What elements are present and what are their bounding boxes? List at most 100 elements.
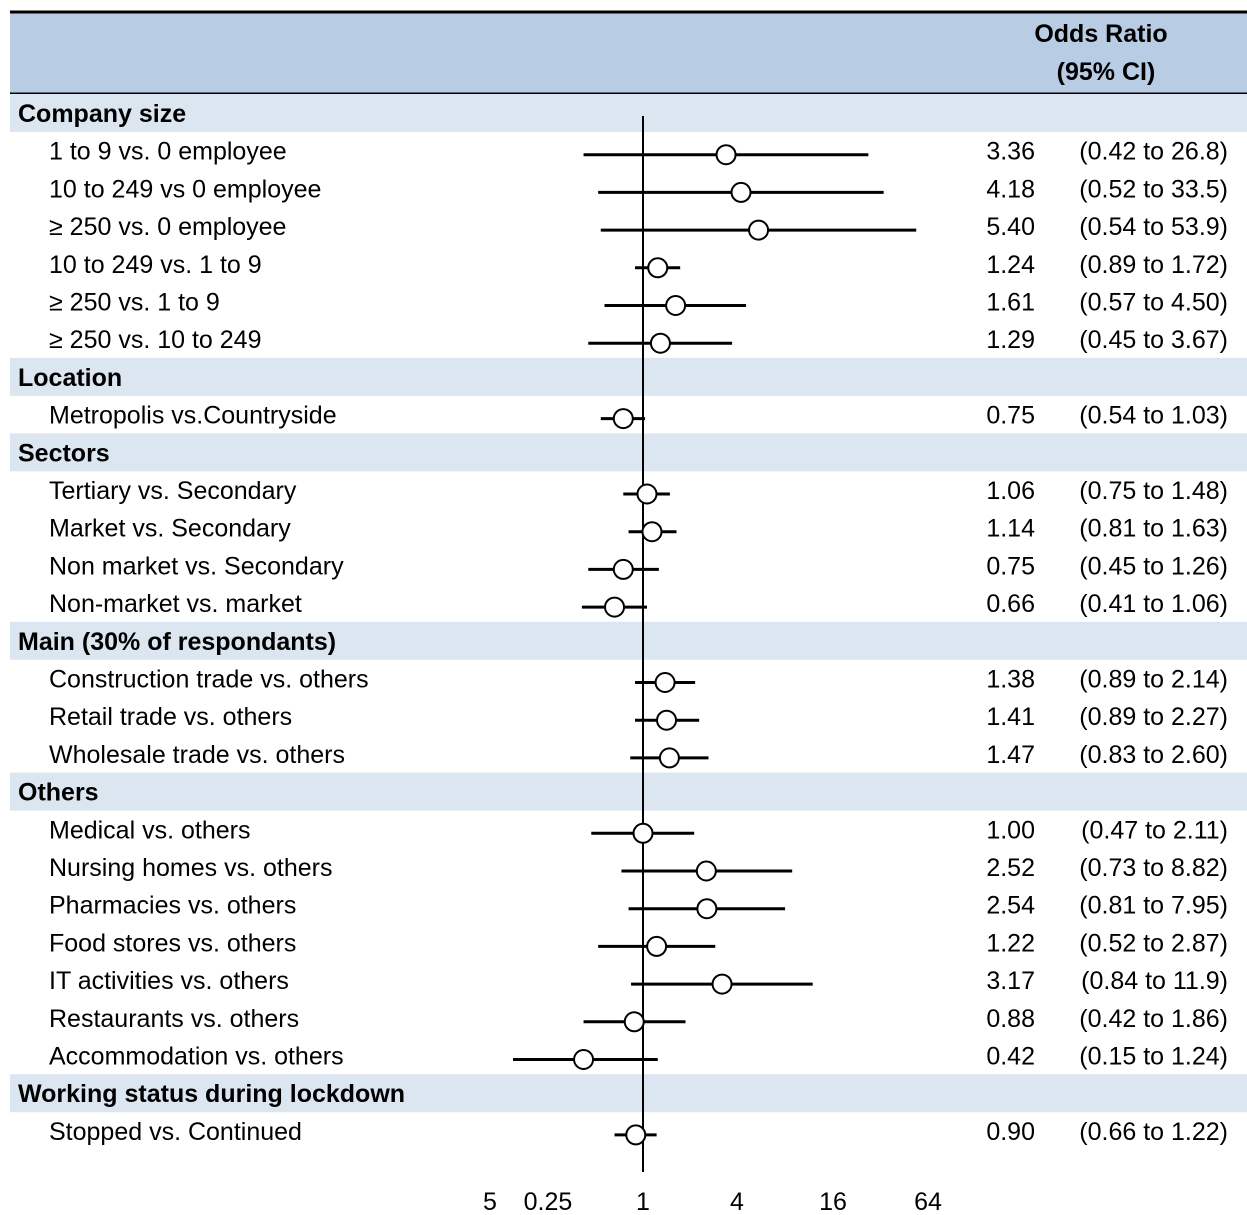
ci-value: (0.54 to 1.03) xyxy=(1079,402,1228,430)
or-column-subtitle: (95% CI) xyxy=(1057,58,1156,86)
row-label: Retail trade vs. others xyxy=(49,703,292,731)
ci-value: (0.47 to 2.11) xyxy=(1081,816,1228,844)
group-heading: Company size xyxy=(18,100,186,128)
table-row: 1 to 9 vs. 0 employee 3.36 (0.42 to 26.8) xyxy=(49,138,1228,166)
group-band xyxy=(10,357,1247,396)
x-tick-label: 1 xyxy=(636,1188,650,1215)
ci-value: (0.89 to 2.27) xyxy=(1079,703,1228,731)
row-label: IT activities vs. others xyxy=(49,967,289,995)
table-row: Wholesale trade vs. others 1.47 (0.83 to 2… xyxy=(49,741,1228,769)
ci-value: (0.89 to 1.72) xyxy=(1079,251,1228,279)
table-row: 10 to 249 vs 0 employee 4.18 (0.52 to 33.5… xyxy=(49,175,1228,203)
row-label: ≥ 250 vs. 1 to 9 xyxy=(49,289,220,317)
group-band xyxy=(10,772,1247,811)
table-row: Food stores vs. others 1.22 (0.52 to 2.87) xyxy=(49,929,1228,957)
or-point-marker xyxy=(730,181,752,203)
ci-value: (0.66 to 1.22) xyxy=(1079,1118,1228,1146)
or-value: 0.66 xyxy=(986,590,1035,618)
row-label: 10 to 249 vs. 1 to 9 xyxy=(49,251,262,279)
or-point-marker xyxy=(711,973,733,995)
row-label: Pharmacies vs. others xyxy=(49,892,296,920)
or-value: 1.38 xyxy=(986,666,1035,694)
ci-value: (0.75 to 1.48) xyxy=(1079,477,1228,505)
group-band xyxy=(10,1074,1247,1113)
row-label: Medical vs. others xyxy=(49,816,250,844)
or-value: 1.24 xyxy=(986,251,1035,279)
or-value: 1.14 xyxy=(986,515,1035,543)
row-label: Non-market vs. market xyxy=(49,590,302,618)
x-tick-label: 0.25 xyxy=(524,1188,573,1215)
ci-value: (0.15 to 1.24) xyxy=(1079,1043,1228,1071)
table-row: Non-market vs. market 0.66 (0.41 to 1.06) xyxy=(49,590,1228,618)
table-row: Tertiary vs. Secondary 1.06 (0.75 to 1.48) xyxy=(49,477,1228,505)
x-tick-label: 64 xyxy=(914,1188,942,1215)
x-axis: 5 0.25 1 4 16 64 xyxy=(483,1188,942,1215)
ci-value: (0.45 to 3.67) xyxy=(1079,326,1228,354)
header-band xyxy=(10,12,1247,94)
ci-value: (0.57 to 4.50) xyxy=(1079,289,1228,317)
or-point-marker xyxy=(665,295,687,316)
or-point-marker xyxy=(641,521,663,543)
or-value: 0.90 xyxy=(986,1118,1035,1146)
group-heading: Working status during lockdown xyxy=(18,1080,405,1108)
or-value: 4.18 xyxy=(986,175,1035,203)
table-row: Accommodation vs. others 0.42 (0.15 to 1.2… xyxy=(49,1043,1228,1071)
group-band xyxy=(10,433,1247,472)
or-point-marker xyxy=(656,709,678,731)
or-point-marker xyxy=(573,1049,595,1070)
or-point-marker xyxy=(623,1011,645,1033)
row-label: 10 to 249 vs 0 employee xyxy=(49,175,321,203)
group-heading: Main (30% of respondants) xyxy=(18,628,336,656)
or-value: 1.29 xyxy=(986,326,1035,354)
or-value: 1.41 xyxy=(986,703,1035,731)
or-point-marker xyxy=(612,408,634,430)
or-value: 3.17 xyxy=(986,967,1035,995)
ci-value: (0.73 to 8.82) xyxy=(1079,854,1228,882)
ci-value: (0.81 to 1.63) xyxy=(1079,515,1228,543)
row-label: ≥ 250 vs. 10 to 249 xyxy=(49,326,261,354)
row-label: Metropolis vs.Countryside xyxy=(49,402,337,430)
ci-value: (0.42 to 26.8) xyxy=(1079,138,1228,166)
or-point-marker xyxy=(625,1124,647,1146)
x-tick-label: 5 xyxy=(483,1188,497,1215)
or-point-marker xyxy=(695,860,717,882)
or-point-marker xyxy=(748,219,770,241)
table-row: ≥ 250 vs. 0 employee 5.40 (0.54 to 53.9) xyxy=(49,213,1228,241)
or-value: 2.54 xyxy=(986,892,1035,920)
or-value: 2.52 xyxy=(986,854,1035,882)
table-row: Pharmacies vs. others 2.54 (0.81 to 7.95) xyxy=(49,892,1228,920)
or-point-marker xyxy=(604,596,626,618)
x-tick-label: 4 xyxy=(730,1188,744,1215)
ci-value: (0.81 to 7.95) xyxy=(1079,892,1228,920)
ci-value: (0.41 to 1.06) xyxy=(1079,590,1228,618)
or-value: 1.47 xyxy=(986,741,1035,769)
or-value: 5.40 xyxy=(986,213,1035,241)
row-label: Nursing homes vs. others xyxy=(49,854,332,882)
or-point-marker xyxy=(696,898,718,920)
ci-value: (0.83 to 2.60) xyxy=(1079,741,1228,769)
table-row: Restaurants vs. others 0.88 (0.42 to 1.86) xyxy=(49,1005,1228,1033)
row-label: Tertiary vs. Secondary xyxy=(49,477,297,505)
ci-value: (0.52 to 2.87) xyxy=(1079,929,1228,957)
table-row: Stopped vs. Continued 0.90 (0.66 to 1.22) xyxy=(49,1118,1228,1146)
row-label: Wholesale trade vs. others xyxy=(49,741,345,769)
table-row: Nursing homes vs. others 2.52 (0.73 to 8.8… xyxy=(49,854,1228,882)
or-value: 0.42 xyxy=(986,1043,1035,1071)
or-point-marker xyxy=(715,144,737,166)
ci-value: (0.52 to 33.5) xyxy=(1079,175,1228,203)
or-point-marker xyxy=(649,332,671,354)
row-label: Accommodation vs. others xyxy=(49,1043,344,1071)
ci-value: (0.89 to 2.14) xyxy=(1079,666,1228,694)
table-row: Metropolis vs.Countryside 0.75 (0.54 to 1.… xyxy=(49,402,1228,430)
table-row: ≥ 250 vs. 1 to 9 1.61 (0.57 to 4.50) xyxy=(49,289,1228,317)
table-row: ≥ 250 vs. 10 to 249 1.29 (0.45 to 3.67) xyxy=(49,326,1228,354)
or-point-marker xyxy=(654,672,676,693)
row-label: 1 to 9 vs. 0 employee xyxy=(49,138,287,166)
table-row: 10 to 249 vs. 1 to 9 1.24 (0.89 to 1.72) xyxy=(49,251,1228,279)
or-value: 0.75 xyxy=(986,402,1035,430)
or-point-marker xyxy=(647,257,669,279)
or-value: 1.06 xyxy=(986,477,1035,505)
row-label: ≥ 250 vs. 0 employee xyxy=(49,213,286,241)
table-row: Market vs. Secondary 1.14 (0.81 to 1.63) xyxy=(49,515,1228,543)
